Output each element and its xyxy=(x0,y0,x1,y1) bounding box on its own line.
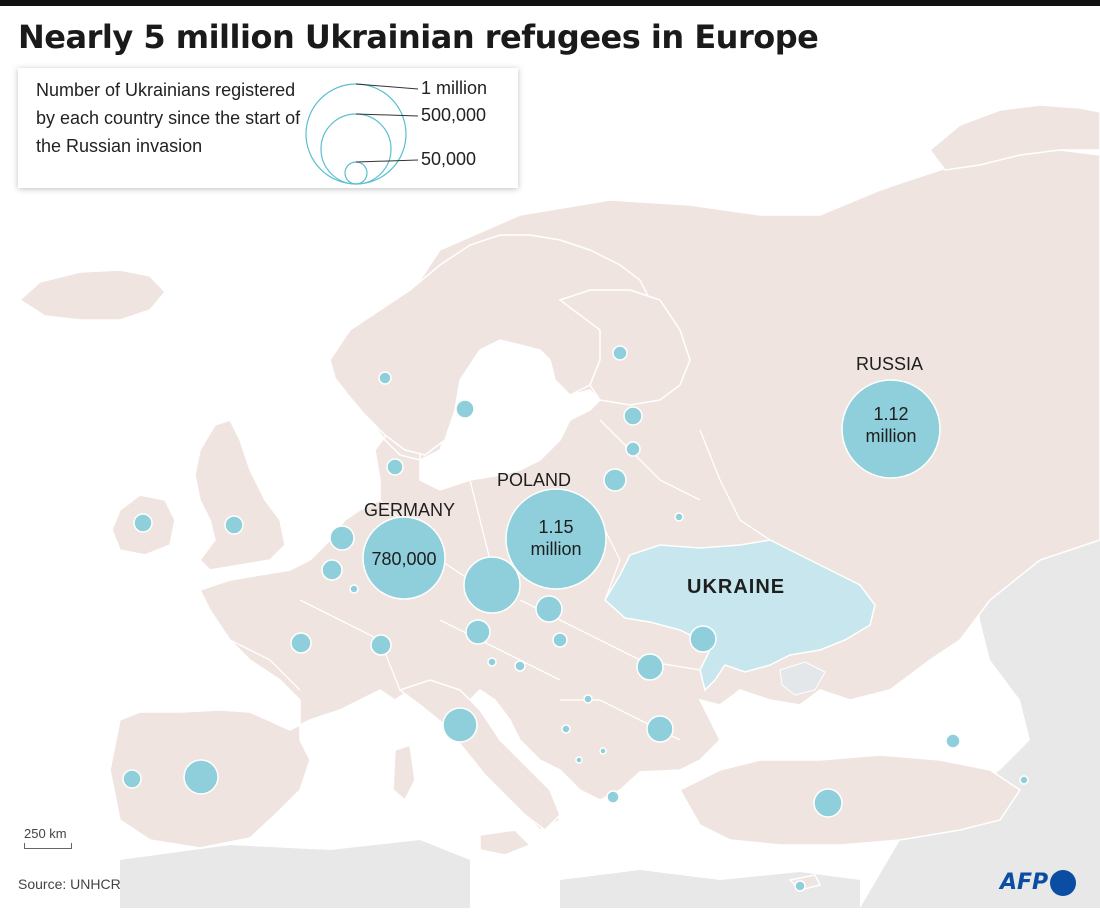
bubble-france xyxy=(290,632,312,654)
turkey-land xyxy=(678,754,1022,846)
legend-circle-500k xyxy=(320,113,392,185)
bubble-netherlands xyxy=(329,525,355,551)
bubble-latvia xyxy=(625,441,641,457)
bubble-armenia xyxy=(1019,775,1029,785)
legend-description: Number of Ukrainians registered by each … xyxy=(36,80,301,156)
europe-map xyxy=(18,104,1100,908)
north-africa-land-2 xyxy=(560,870,860,908)
bubble-moldova xyxy=(689,625,717,653)
legend-label-500k: 500,000 xyxy=(421,105,487,125)
bubble-poland xyxy=(505,488,607,590)
value-russia: 1.12 million xyxy=(865,404,917,446)
bubble-slovakia xyxy=(535,595,563,623)
bubble-luxembourg xyxy=(349,584,359,594)
bubble-portugal xyxy=(122,769,142,789)
source-credit: Source: UNHCR xyxy=(18,876,121,892)
bubble-bulgaria xyxy=(552,632,568,648)
map-area xyxy=(0,62,1100,908)
legend-label-1m: 1 million xyxy=(421,78,488,98)
legend-circle-50k xyxy=(344,161,368,185)
bubble-norway xyxy=(378,371,392,385)
bubble-switzerland xyxy=(370,634,392,656)
label-germany: GERMANY xyxy=(364,500,456,520)
legend-box: Number of Ukrainians registered by each … xyxy=(18,68,518,188)
bubble-slovenia-croatia xyxy=(514,660,526,672)
bubble-north-macedonia xyxy=(599,747,607,755)
bubble-ireland xyxy=(133,513,153,533)
middle-east-land xyxy=(860,540,1100,908)
top-rule xyxy=(0,0,1100,6)
legend-label-50k: 50,000 xyxy=(421,149,477,169)
value-germany: 780,000 xyxy=(371,549,437,569)
iceland-land xyxy=(18,269,167,321)
bubble-spain xyxy=(183,759,219,795)
map-title: Nearly 5 million Ukrainian refugees in E… xyxy=(18,18,819,56)
sicily-land xyxy=(479,829,532,856)
label-russia: RUSSIA xyxy=(856,354,924,374)
bubble-belgium xyxy=(321,559,343,581)
bubble-romania xyxy=(646,715,674,743)
afp-logo-text: AFP xyxy=(1000,870,1049,895)
crimea-land xyxy=(779,661,826,696)
scale-label: 250 km xyxy=(24,826,67,841)
bubble-bosnia xyxy=(561,724,571,734)
bubble-belarus xyxy=(674,512,684,522)
afp-logo-dot xyxy=(1050,870,1077,896)
bubble-austria xyxy=(465,619,491,645)
bubble-lithuania xyxy=(603,468,627,492)
bubble-uk xyxy=(224,515,244,535)
bubble-turkey xyxy=(813,788,843,818)
bubble-cyprus xyxy=(794,880,806,892)
bubble-denmark xyxy=(386,458,404,476)
scale-bar: 250 km xyxy=(24,826,72,849)
caucasus-land xyxy=(1030,640,1100,760)
bubble-czechia xyxy=(463,556,521,614)
label-poland: POLAND xyxy=(497,470,572,490)
sardinia-land xyxy=(392,744,416,802)
bubble-greece xyxy=(606,790,620,804)
great-britain-land xyxy=(194,419,286,571)
north-africa-land xyxy=(120,840,470,908)
bubble-estonia xyxy=(623,406,643,426)
afp-logo: AFP xyxy=(1000,868,1077,898)
bubble-georgia xyxy=(945,733,961,749)
scale-line xyxy=(24,843,72,849)
bubble-slovenia xyxy=(487,657,497,667)
bubble-italy xyxy=(442,707,478,743)
label-ukraine: UKRAINE xyxy=(687,576,786,598)
bubbles xyxy=(122,345,1029,892)
bubble-russia xyxy=(841,379,941,479)
value-poland: 1.15 million xyxy=(530,517,582,559)
arctic-island-land xyxy=(928,104,1100,171)
scandinavia-land xyxy=(329,234,651,456)
legend-circles xyxy=(305,83,419,185)
bubble-germany xyxy=(362,516,446,600)
bubble-montenegro xyxy=(575,756,583,764)
bubble-hungary xyxy=(636,653,664,681)
legend-circle-1m xyxy=(305,83,407,185)
bubble-finland xyxy=(612,345,628,361)
bubble-serbia xyxy=(583,694,593,704)
bubble-sweden xyxy=(455,399,475,419)
